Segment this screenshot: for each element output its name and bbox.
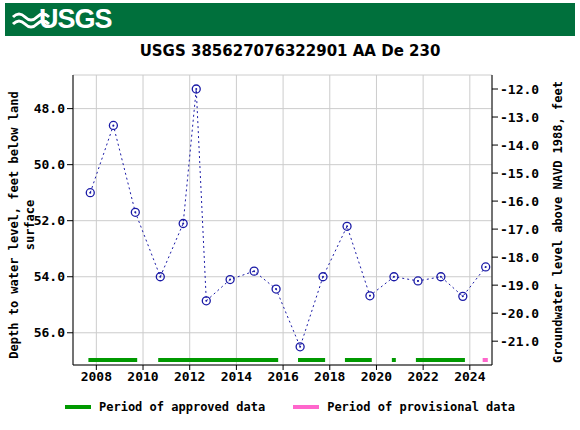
svg-text:-17.0: -17.0 <box>500 222 539 237</box>
html-text:Groundwater level above NAVD 1: Groundwater level above NAVD 1988, feet <box>551 81 565 363</box>
svg-text:2014: 2014 <box>221 369 252 384</box>
html-text:USGS: USGS <box>39 4 112 34</box>
svg-text:2016: 2016 <box>267 369 298 384</box>
svg-text:-21.0: -21.0 <box>500 334 539 349</box>
svg-text:-12.0: -12.0 <box>500 82 539 97</box>
html-text:Period of provisional data: Period of provisional data <box>327 400 515 414</box>
svg-text:2024: 2024 <box>454 369 485 384</box>
svg-text:-16.0: -16.0 <box>500 194 539 209</box>
svg-text:-13.0: -13.0 <box>500 110 539 125</box>
html-text:Period of approved data: Period of approved data <box>99 400 266 414</box>
html-text:USGS 385627076322901 AA De 230: USGS 385627076322901 AA De 230 <box>139 42 441 60</box>
svg-text:56.0: 56.0 <box>34 325 65 340</box>
svg-text:48.0: 48.0 <box>34 101 65 116</box>
html-text:Depth to water level, feet bel: Depth to water level, feet below land su… <box>7 91 37 359</box>
svg-text:2008: 2008 <box>81 369 112 384</box>
svg-text:2010: 2010 <box>127 369 158 384</box>
svg-text:52.0: 52.0 <box>34 213 65 228</box>
svg-text:2018: 2018 <box>314 369 345 384</box>
svg-text:2012: 2012 <box>174 369 205 384</box>
svg-text:-19.0: -19.0 <box>500 278 539 293</box>
svg-text:-15.0: -15.0 <box>500 166 539 181</box>
svg-text:2022: 2022 <box>407 369 438 384</box>
svg-text:-14.0: -14.0 <box>500 138 539 153</box>
svg-text:54.0: 54.0 <box>34 269 65 284</box>
svg-text:-20.0: -20.0 <box>500 306 539 321</box>
svg-text:-18.0: -18.0 <box>500 250 539 265</box>
svg-text:50.0: 50.0 <box>34 157 65 172</box>
svg-text:2020: 2020 <box>361 369 392 384</box>
